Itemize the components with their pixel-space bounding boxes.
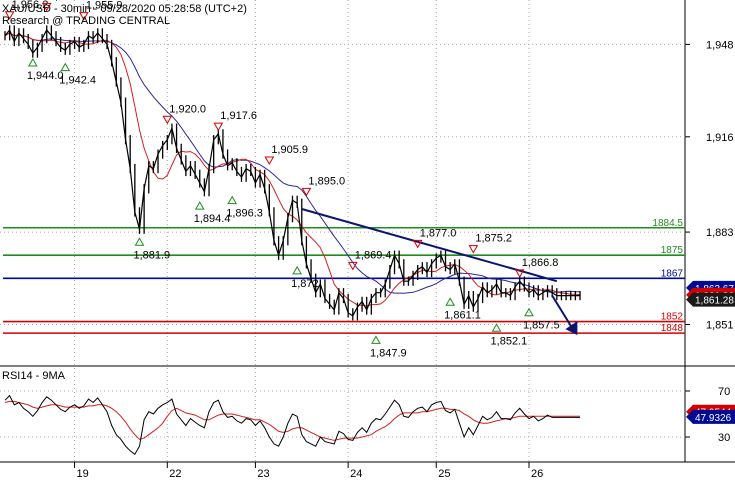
swing-low-marker-icon	[60, 62, 71, 72]
grid	[0, 0, 685, 462]
level-label: 1848	[661, 323, 684, 334]
swing-low-label: 1,944.0	[27, 70, 64, 82]
swing-low-marker-icon	[194, 201, 205, 210]
swing-low-marker-icon	[134, 237, 145, 246]
rsi-tag: 47.9326	[695, 413, 732, 424]
time-axis-label: 25	[438, 468, 450, 480]
swing-low-label: 1,852.1	[491, 335, 528, 347]
swing-low-marker-icon	[445, 297, 456, 306]
swing-low-label: 1,861.1	[444, 309, 481, 321]
price-tag-box	[686, 292, 735, 307]
close-line	[4, 28, 580, 317]
price-annotations: 1,956.21,959.11,955.9 1,944.01,942.4 1,920…	[4, 0, 560, 359]
swing-high-marker-icon	[78, 12, 89, 21]
swing-high-marker-icon	[4, 11, 15, 20]
swing-low-marker-icon	[524, 307, 534, 317]
swing-high-marker-icon	[347, 261, 358, 271]
swing-high-label: 1,917.6	[220, 110, 257, 122]
swing-high-marker-icon	[514, 269, 525, 278]
rsi-panel	[4, 394, 580, 456]
swing-high-marker-icon	[468, 245, 479, 254]
price-series	[4, 25, 581, 336]
projection-arrow-head	[565, 321, 578, 336]
swing-low-label: 1,942.4	[59, 75, 96, 87]
swing-low-marker-icon	[227, 195, 238, 205]
swing-high-label: 1,959.1	[49, 0, 86, 2]
axes: 1,948 1,916 1,883 1,851 70 30 19 22 23 24 25 26	[74, 39, 734, 480]
swing-high-marker-icon	[301, 187, 312, 197]
rsi-axis-label: 70	[718, 386, 730, 398]
time-axis-label: 24	[350, 468, 362, 480]
level-label: 1884.5	[652, 218, 683, 229]
resistance-trendline	[301, 208, 558, 283]
swing-high-label: 1,920.0	[169, 103, 206, 115]
rsi-title: RSI14 - 9MA	[2, 370, 66, 382]
price-axis-label: 1,948	[706, 39, 734, 51]
rsi-axis-label: 30	[718, 432, 730, 444]
swing-low-label: 1,881.9	[133, 249, 170, 261]
swing-low-marker-icon	[292, 265, 302, 275]
time-axis-label: 23	[257, 468, 269, 480]
swing-high-marker-icon	[213, 122, 224, 132]
rsi-tag-box	[686, 409, 735, 424]
swing-high-label: 1,875.2	[475, 233, 512, 245]
swing-low-label: 1,896.3	[226, 208, 263, 220]
swing-high-label: 1,956.2	[12, 0, 49, 11]
time-axis-label: 26	[531, 468, 543, 480]
level-label: 1852	[661, 312, 684, 323]
swing-high-label: 1,869.4	[355, 249, 392, 261]
swing-low-label: 1,857.5	[523, 320, 560, 332]
swing-high-label: 1,955.9	[86, 0, 123, 12]
swing-high-marker-icon	[162, 115, 173, 125]
swing-low-marker-icon	[27, 57, 38, 67]
swing-high-label: 1,895.0	[308, 175, 345, 187]
time-axis-label: 19	[77, 468, 89, 480]
rsi-line	[4, 394, 580, 456]
swing-high-marker-icon	[412, 239, 423, 249]
time-axis-label: 22	[169, 468, 181, 480]
swing-high-label: 1,877.0	[420, 227, 457, 239]
swing-low-marker-icon	[371, 335, 381, 344]
swing-high-label: 1,905.9	[271, 144, 308, 156]
price-axis-label: 1,916	[706, 132, 734, 144]
chart-title: XAU/USD - 30min - 09/28/2020 05:28:58 (U…	[2, 3, 247, 15]
rsi-moving-average-line	[4, 400, 580, 441]
swing-low-label: 1,894.4	[194, 213, 231, 225]
price-axis-label: 1,883	[706, 227, 734, 239]
swing-high-marker-icon	[41, 2, 52, 12]
swing-high-label: 1,866.8	[522, 257, 559, 269]
swing-low-label: 1,847.9	[370, 347, 407, 359]
chart-source: Research @ TRADING CENTRAL	[2, 15, 170, 27]
swing-low-marker-icon	[491, 323, 502, 332]
price-tag: 1,861.28	[695, 296, 734, 307]
level-label: 1867	[661, 268, 684, 279]
swing-high-marker-icon	[264, 156, 275, 165]
level-label: 1875	[661, 245, 684, 256]
price-axis-label: 1,851	[706, 319, 734, 331]
swing-low-label: 1,872	[291, 278, 319, 290]
